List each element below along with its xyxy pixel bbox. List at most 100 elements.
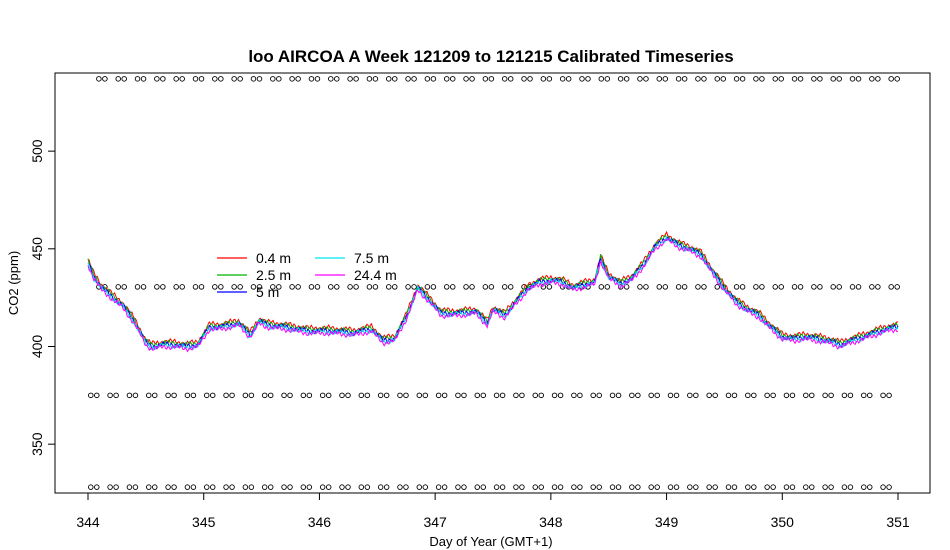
calibration-marker (585, 76, 591, 82)
calibration-marker (314, 76, 321, 82)
calibration-marker (248, 484, 255, 490)
calibration-marker (209, 392, 216, 399)
calibration-marker (231, 284, 237, 290)
calibration-marker (855, 284, 862, 290)
calibration-marker (772, 284, 778, 290)
calibration-marker (867, 484, 873, 490)
y-tick-label: 350 (29, 432, 45, 456)
calibration-marker (347, 76, 353, 82)
calibration-marker (617, 76, 624, 82)
calibration-marker (212, 76, 218, 82)
legend-label: 2.5 m (256, 267, 291, 283)
calibration-marker (132, 484, 139, 490)
calibration-marker (422, 392, 429, 399)
calibration-marker (546, 76, 553, 82)
calibration-marker (377, 484, 384, 490)
calibration-marker (648, 392, 654, 399)
calibration-marker (565, 76, 572, 82)
calibration-marker (223, 392, 229, 399)
calibration-marker (461, 392, 467, 399)
calibration-marker (345, 392, 351, 399)
calibration-marker (212, 284, 218, 290)
calibration-marker (88, 392, 94, 399)
calibration-marker (386, 76, 392, 82)
calibration-marker (229, 392, 235, 399)
calibration-marker (146, 484, 152, 490)
plot-frame (54, 72, 931, 494)
calibration-marker (397, 392, 403, 399)
calibration-marker (403, 392, 409, 399)
calibration-marker (551, 484, 558, 490)
calibration-marker (681, 284, 688, 290)
calibration-marker (435, 392, 442, 399)
calibration-marker (328, 76, 334, 82)
calibration-marker (165, 484, 171, 490)
x-tick-label: 345 (192, 514, 216, 530)
calibration-marker (237, 284, 243, 290)
calibration-marker (319, 392, 326, 399)
calibration-marker (480, 392, 487, 399)
calibration-marker (693, 484, 699, 490)
calibration-marker (366, 76, 373, 82)
calibration-marker (281, 484, 287, 490)
calibration-marker (358, 484, 365, 490)
calibration-marker (469, 76, 475, 82)
calibration-marker (469, 284, 475, 290)
calibration-marker (173, 76, 179, 82)
calibration-marker (817, 76, 823, 82)
calibration-marker (190, 484, 197, 490)
x-tick-label: 347 (423, 514, 447, 530)
legend-label: 5 m (256, 284, 279, 300)
calibration-marker (791, 284, 798, 290)
calibration-marker (300, 392, 307, 399)
calibration-marker (152, 484, 158, 490)
legend-label: 0.4 m (256, 250, 291, 266)
calibration-marker (886, 392, 892, 399)
calibration-marker (345, 484, 351, 490)
calibration-marker (770, 392, 776, 399)
calibration-marker (488, 284, 495, 290)
calibration-marker (753, 284, 759, 290)
calibration-marker (314, 284, 321, 290)
calibration-marker (822, 484, 828, 490)
calibration-marker (609, 484, 616, 490)
calibration-marker (250, 284, 257, 290)
calibration-marker (693, 392, 699, 399)
calibration-marker (461, 484, 467, 490)
calibration-marker (507, 284, 514, 290)
calibration-marker (443, 76, 450, 82)
calibration-marker (830, 76, 836, 82)
calibration-marker (441, 392, 448, 399)
series-line (87, 237, 899, 353)
calibration-marker (551, 392, 558, 399)
calibration-marker (325, 392, 332, 399)
calibration-marker (424, 284, 431, 290)
series-line (87, 236, 899, 351)
calibration-marker (430, 76, 437, 82)
calibration-marker (869, 76, 875, 82)
calibration-marker (281, 392, 287, 399)
calibration-marker (435, 484, 442, 490)
calibration-marker (287, 392, 293, 399)
calibration-marker (847, 484, 854, 490)
calibration-marker (880, 392, 886, 399)
calibration-marker (482, 284, 489, 290)
calibration-marker (353, 284, 359, 290)
y-tick-label: 400 (29, 335, 45, 359)
calibration-marker (107, 392, 113, 399)
calibration-marker (126, 484, 133, 490)
x-tick-label: 350 (771, 514, 795, 530)
calibration-marker (675, 284, 682, 290)
calibration-marker (113, 392, 119, 399)
calibration-marker (875, 76, 881, 82)
calibration-marker (673, 484, 680, 490)
calibration-marker (289, 76, 295, 82)
calibration-marker (88, 484, 94, 490)
calibration-marker (160, 284, 166, 290)
calibration-marker (849, 284, 856, 290)
calibration-marker (759, 76, 765, 82)
series-lines (87, 230, 899, 353)
calibration-marker (242, 484, 249, 490)
calibration-marker (443, 284, 450, 290)
calibration-marker (121, 76, 127, 82)
